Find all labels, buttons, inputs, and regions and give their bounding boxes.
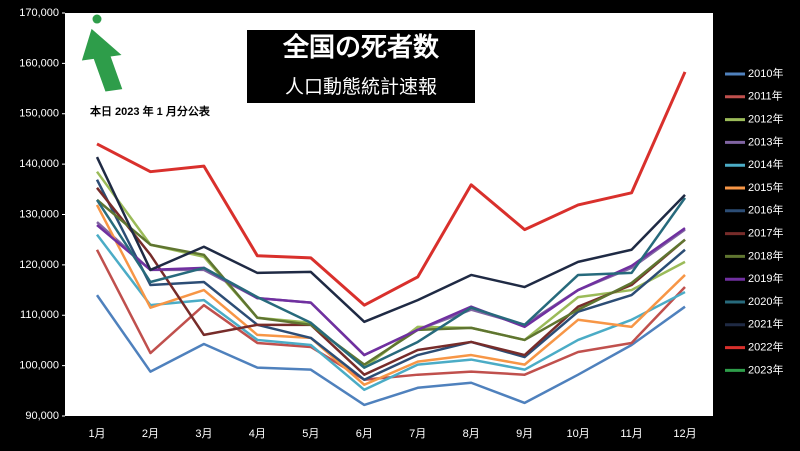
y-tick-label: 150,000	[19, 108, 59, 120]
legend-label: 2018年	[748, 248, 783, 262]
x-tick-label: 6月	[356, 428, 373, 440]
line	[96, 233, 686, 392]
line	[96, 198, 686, 366]
x-tick-label: 8月	[463, 428, 480, 440]
legend-label: 2022年	[748, 340, 783, 354]
legend-label: 2013年	[748, 134, 783, 148]
y-tick-label: 160,000	[19, 57, 59, 69]
title-box	[247, 30, 475, 103]
legend-label: 2016年	[748, 203, 783, 217]
legend-label: 2019年	[748, 271, 783, 285]
y-tick-label: 100,000	[19, 360, 59, 372]
y-tick-label: 130,000	[19, 208, 59, 220]
y-tick-label: 90,000	[25, 410, 59, 422]
line	[96, 187, 686, 376]
x-tick-label: 1月	[88, 428, 105, 440]
legend-label: 2012年	[748, 112, 783, 126]
legend-label: 2020年	[748, 294, 783, 308]
chart-subtitle: 人口動態統計速報	[285, 76, 437, 98]
legend-label: 2010年	[748, 66, 783, 80]
legend-label: 2023年	[748, 362, 783, 376]
legend-label: 2015年	[748, 180, 783, 194]
annotation: 本日 2023 年 1 月分公表	[90, 104, 211, 118]
x-tick-label: 10月	[566, 428, 589, 440]
x-tick-label: 11月	[620, 428, 642, 440]
line	[95, 179, 686, 381]
x-tick-label: 12月	[673, 428, 696, 440]
x-tick-label: 7月	[409, 428, 426, 440]
line	[96, 224, 686, 357]
chart-title: 全国の死者数	[282, 32, 440, 62]
x-tick-label: 5月	[302, 428, 319, 440]
legend-label: 2011年	[748, 89, 783, 103]
x-tick-label: 3月	[195, 428, 212, 440]
y-tick-label: 170,000	[19, 7, 59, 19]
line	[95, 156, 686, 324]
line	[95, 294, 686, 407]
legend-label: 2014年	[748, 157, 783, 171]
legend-label: 2021年	[748, 317, 783, 331]
line	[95, 197, 687, 369]
arrow	[81, 28, 123, 92]
x-tick-label: 4月	[249, 428, 266, 440]
line	[95, 204, 686, 387]
y-tick-label: 110,000	[20, 309, 59, 321]
line	[96, 71, 687, 307]
y-tick-label: 140,000	[19, 158, 59, 170]
x-tick-label: 9月	[516, 428, 533, 440]
legend-label: 2017年	[748, 226, 783, 240]
x-tick-label: 2月	[142, 428, 159, 440]
point	[92, 14, 102, 24]
y-tick-label: 120,000	[19, 259, 59, 271]
